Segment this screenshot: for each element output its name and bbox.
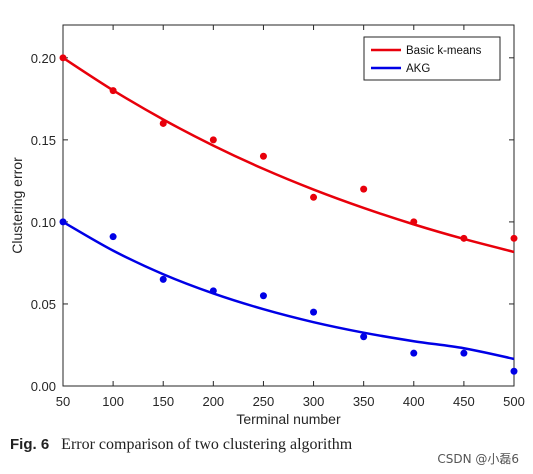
data-point (59, 218, 67, 226)
data-point (259, 292, 267, 300)
y-tick-label: 0.10 (31, 215, 56, 230)
data-point (410, 349, 418, 357)
x-tick-label: 350 (353, 394, 375, 409)
data-point (410, 218, 418, 226)
figure-caption: Fig. 6 Error comparison of two clusterin… (10, 436, 352, 454)
data-point (209, 136, 217, 144)
plot-frame (62, 24, 515, 387)
x-axis-label: Terminal number (236, 411, 341, 427)
data-point (310, 308, 318, 316)
data-point (159, 119, 167, 127)
y-tick-label: 0.15 (31, 133, 56, 148)
data-point (310, 193, 318, 201)
x-tick-label: 200 (202, 394, 224, 409)
x-tick-label: 450 (453, 394, 475, 409)
data-point (360, 185, 368, 193)
legend-box (363, 36, 501, 81)
figure-caption-text: Error comparison of two clustering algor… (61, 436, 353, 453)
legend-label: AKG (406, 63, 430, 75)
data-point (360, 333, 368, 341)
legend-label: Basic k-means (406, 45, 482, 57)
y-tick-label: 0.05 (31, 297, 56, 312)
data-point (510, 234, 518, 242)
x-tick-label: 150 (152, 394, 174, 409)
x-tick-label: 100 (102, 394, 124, 409)
x-tick-label: 50 (56, 394, 70, 409)
data-point (209, 287, 217, 295)
y-tick-label: 0.00 (31, 379, 56, 394)
data-point (109, 87, 117, 95)
x-tick-label: 400 (403, 394, 425, 409)
data-point (109, 233, 117, 241)
figure-label: Fig. 6 (10, 436, 50, 453)
x-tick-label: 250 (253, 394, 275, 409)
y-axis-label: Clustering error (9, 157, 25, 254)
data-point (460, 349, 468, 357)
series-line-akg (62, 220, 515, 361)
y-tick-label: 0.20 (31, 51, 56, 66)
watermark: CSDN @小磊6 (437, 452, 519, 466)
data-point (460, 234, 468, 242)
series-line-basic-kmeans (62, 56, 515, 254)
data-point (259, 152, 267, 160)
x-tick-label: 300 (303, 394, 325, 409)
data-point (510, 367, 518, 375)
data-point (59, 54, 67, 62)
x-tick-label: 500 (503, 394, 525, 409)
data-point (159, 275, 167, 283)
